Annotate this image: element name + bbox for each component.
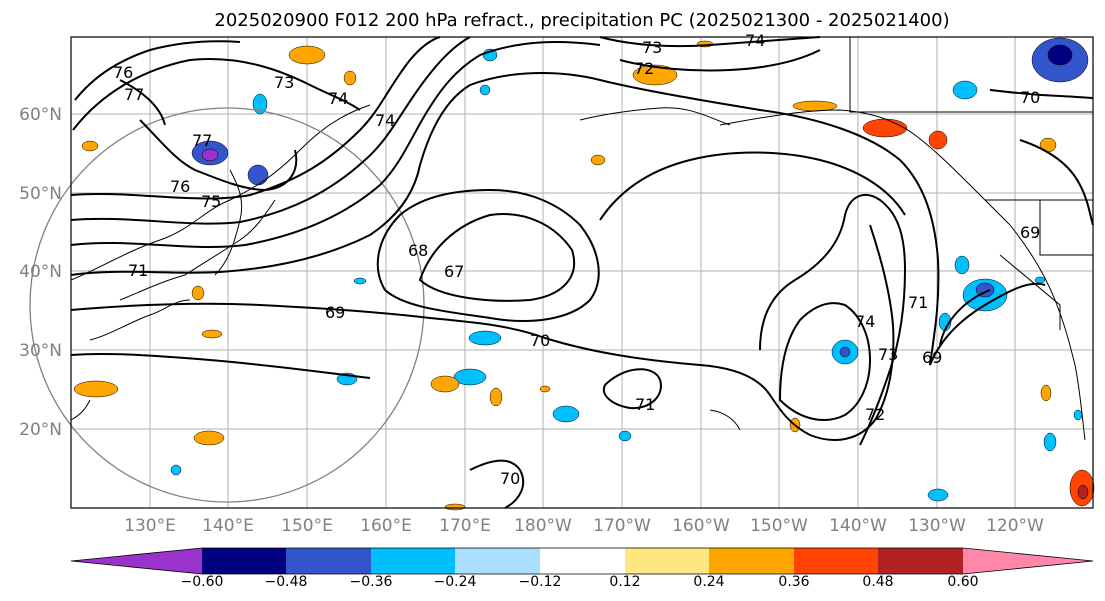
contour-label: 70 bbox=[1020, 88, 1040, 107]
colorbar-tick-label: 0.36 bbox=[778, 574, 809, 590]
colorbar-swatch bbox=[71, 548, 202, 574]
lat-label: 30°N bbox=[19, 341, 62, 361]
lon-label: 140°W bbox=[829, 516, 887, 536]
coastlines bbox=[70, 37, 1093, 441]
contour-label: 77 bbox=[192, 131, 212, 150]
lon-label: 140°E bbox=[202, 516, 254, 536]
colorbar-tick-label: −0.48 bbox=[265, 574, 308, 590]
colorbar-tick-label: 0.60 bbox=[947, 574, 978, 590]
colorbar-swatch bbox=[371, 548, 455, 574]
contour-label: 72 bbox=[865, 405, 885, 424]
lat-label: 60°N bbox=[19, 105, 62, 125]
colorbar bbox=[70, 547, 1094, 575]
lon-label: 120°W bbox=[986, 516, 1044, 536]
lon-label: 170°W bbox=[593, 516, 651, 536]
contour-label: 76 bbox=[170, 177, 190, 196]
contour-label: 76 bbox=[113, 63, 133, 82]
reference-circle bbox=[29, 107, 425, 503]
colorbar-tick-label: 0.48 bbox=[862, 574, 893, 590]
contour-label: 73 bbox=[274, 73, 294, 92]
colorbar-tick-label: −0.60 bbox=[181, 574, 224, 590]
lon-label: 160°W bbox=[672, 516, 730, 536]
colorbar-tick-label: 0.24 bbox=[693, 574, 724, 590]
contour-label: 73 bbox=[642, 38, 662, 57]
lon-label: 130°E bbox=[124, 516, 176, 536]
contour-label: 74 bbox=[375, 111, 395, 130]
colorbar-tick-label: −0.12 bbox=[519, 574, 562, 590]
contour-label: 73 bbox=[878, 345, 898, 364]
colorbar-tick-label: −0.24 bbox=[434, 574, 477, 590]
colorbar-swatch bbox=[963, 548, 1093, 574]
colorbar-swatch bbox=[625, 548, 709, 574]
colorbar-outline bbox=[70, 547, 1094, 575]
contour-label: 70 bbox=[500, 469, 520, 488]
colorbar-labels: −0.60 −0.48 −0.36 −0.24 −0.12 0.12 0.24 … bbox=[181, 574, 979, 590]
contour-label: 74 bbox=[745, 31, 765, 50]
colorbar-swatch bbox=[709, 548, 794, 574]
lat-label: 20°N bbox=[19, 420, 62, 440]
contour-label: 74 bbox=[328, 89, 348, 108]
colorbar-swatch bbox=[794, 548, 878, 574]
precip-shading bbox=[73, 37, 1095, 511]
contour-label: 70 bbox=[530, 331, 550, 350]
lon-label: 170°E bbox=[439, 516, 491, 536]
colorbar-swatch bbox=[540, 548, 625, 574]
lon-label: 150°W bbox=[750, 516, 808, 536]
lon-label: 160°E bbox=[360, 516, 412, 536]
map-panel: 76 77 73 74 74 73 72 74 70 77 76 75 71 6… bbox=[29, 31, 1095, 511]
lon-label: 180°W bbox=[514, 516, 572, 536]
contour-label: 71 bbox=[908, 293, 928, 312]
contour-labels: 76 77 73 74 74 73 72 74 70 77 76 75 71 6… bbox=[113, 31, 1040, 488]
colorbar-swatch bbox=[455, 548, 540, 574]
contour-label: 71 bbox=[635, 395, 655, 414]
contour-label: 69 bbox=[922, 348, 942, 367]
contour-label: 72 bbox=[634, 59, 654, 78]
refractivity-contours bbox=[70, 36, 1094, 509]
colorbar-swatch bbox=[286, 548, 371, 574]
longitude-labels: 130°E 140°E 150°E 160°E 170°E 180°W 170°… bbox=[124, 516, 1044, 536]
latitude-labels: 60°N 50°N 40°N 30°N 20°N bbox=[19, 105, 62, 440]
map-border bbox=[70, 36, 1094, 509]
contour-label: 75 bbox=[201, 192, 221, 211]
contour-label: 71 bbox=[128, 261, 148, 280]
contour-label: 68 bbox=[408, 241, 428, 260]
contour-label: 67 bbox=[444, 262, 464, 281]
contour-label: 74 bbox=[855, 312, 875, 331]
colorbar-swatch bbox=[202, 548, 286, 574]
lat-label: 50°N bbox=[19, 184, 62, 204]
colorbar-tick-label: −0.36 bbox=[350, 574, 393, 590]
contour-label: 69 bbox=[1020, 223, 1040, 242]
lat-label: 40°N bbox=[19, 262, 62, 282]
colorbar-tick-label: 0.12 bbox=[609, 574, 640, 590]
map-title: 2025020900 F012 200 hPa refract., precip… bbox=[214, 10, 949, 31]
colorbar-swatch bbox=[878, 548, 963, 574]
lon-label: 150°E bbox=[281, 516, 333, 536]
contour-label: 69 bbox=[325, 303, 345, 322]
lon-label: 130°W bbox=[908, 516, 966, 536]
contour-label: 77 bbox=[124, 85, 144, 104]
